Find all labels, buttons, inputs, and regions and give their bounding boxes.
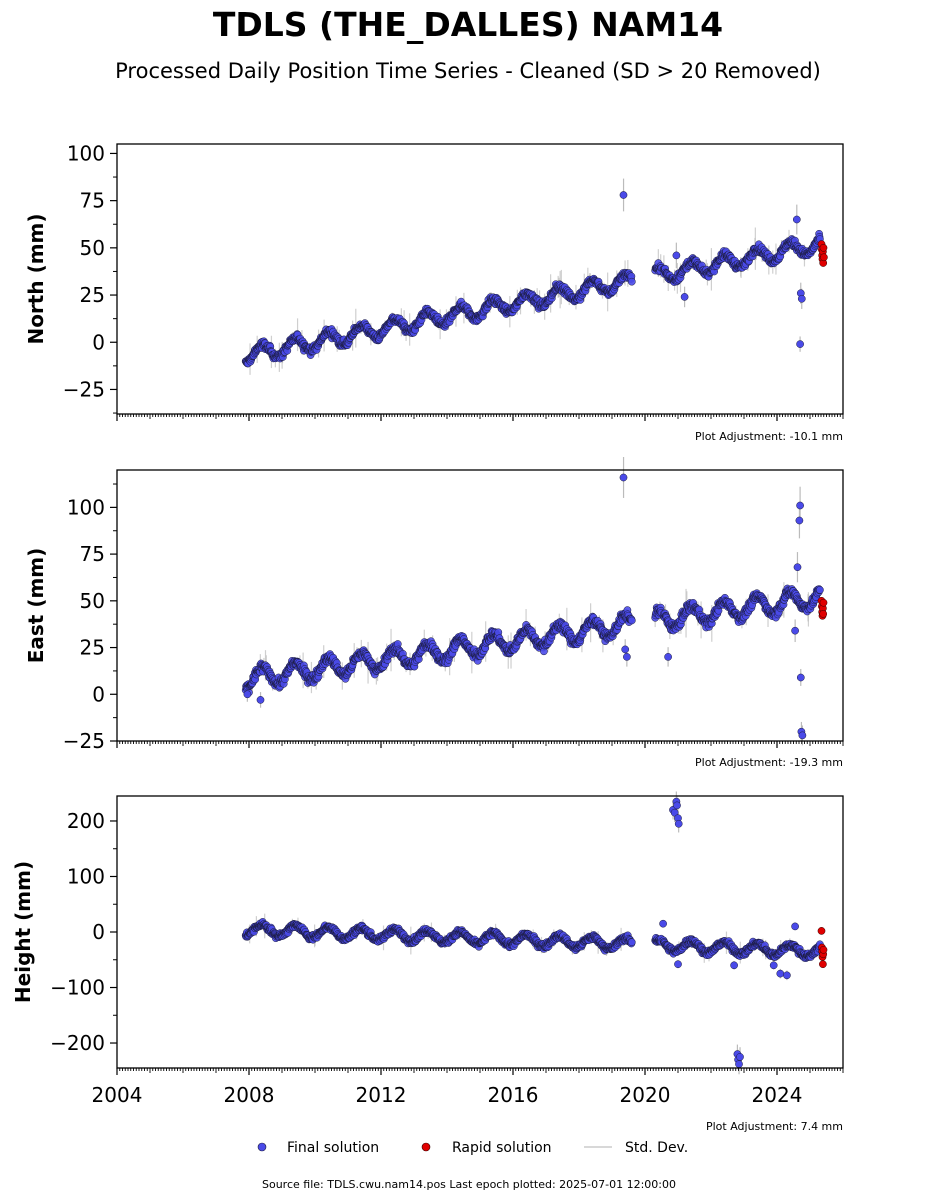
y-tick-label: −25 — [63, 377, 105, 401]
y-tick-label: −25 — [63, 729, 105, 753]
rapid-solution-points — [817, 596, 828, 620]
x-axis-ticks — [116, 741, 844, 748]
y-tick-label: 25 — [80, 283, 105, 307]
final-solution-outlier — [793, 563, 802, 572]
y-axis-ticks: −25 0 25 50 75 100 — [63, 483, 117, 753]
final-solution-outlier — [795, 516, 804, 525]
x-axis-ticks — [116, 414, 844, 421]
y-axis-ticks: −25 0 25 50 75 100 — [63, 141, 117, 414]
final-solution-points — [241, 473, 824, 740]
final-solution-outlier — [623, 653, 631, 661]
rapid-solution-point — [819, 243, 828, 252]
final-solution-outlier — [619, 191, 628, 199]
y-tick-label: 25 — [80, 636, 105, 660]
final-solution-outlier — [256, 696, 265, 704]
final-solution-outlier — [797, 294, 806, 303]
final-solution-outlier — [672, 251, 681, 260]
y-tick-label: 0 — [92, 682, 105, 706]
final-solution-outlier — [664, 653, 672, 661]
figure-subtitle: Processed Daily Position Time Series - C… — [115, 59, 821, 83]
rapid-solution-point — [819, 610, 828, 618]
final-solution-outlier — [796, 673, 805, 682]
figure-title: TDLS (THE_DALLES) NAM14 — [213, 5, 723, 44]
final-solution-outlier — [791, 626, 799, 635]
rapid-solution-point — [819, 598, 828, 607]
final-solution-outlier — [792, 215, 801, 224]
final-solution-point — [627, 277, 636, 286]
final-solution-outlier — [796, 340, 804, 348]
final-solution-outlier — [621, 645, 630, 654]
north-panel: −25 0 25 50 75 100 North (mm) — [24, 141, 844, 421]
axes-frame — [116, 143, 844, 415]
y-tick-label: 75 — [80, 542, 105, 566]
y-tick-label: 100 — [67, 141, 105, 165]
y-tick-label: 100 — [67, 495, 105, 519]
y-axis-label: North (mm) — [24, 213, 48, 344]
rapid-solution-points — [817, 240, 828, 267]
final-solution-outlier — [798, 731, 807, 740]
final-solution-point — [816, 586, 824, 594]
y-tick-label: 50 — [80, 589, 105, 613]
final-solution-points — [241, 797, 824, 1068]
final-solution-outlier — [619, 473, 628, 482]
y-tick-label: 0 — [92, 330, 105, 354]
y-tick-label: 50 — [80, 236, 105, 260]
final-solution-point — [627, 938, 636, 947]
final-solution-points — [241, 191, 824, 368]
final-solution-outlier — [680, 293, 689, 301]
y-axis-label: East (mm) — [24, 548, 48, 664]
east-panel: −25 0 25 50 75 100 East (mm) — [24, 456, 844, 753]
final-solution-outlier — [796, 501, 804, 510]
rapid-solution-point — [820, 253, 828, 262]
y-tick-label: 75 — [80, 189, 105, 213]
final-solution-point — [627, 616, 636, 625]
final-solution-outlier — [243, 690, 252, 699]
